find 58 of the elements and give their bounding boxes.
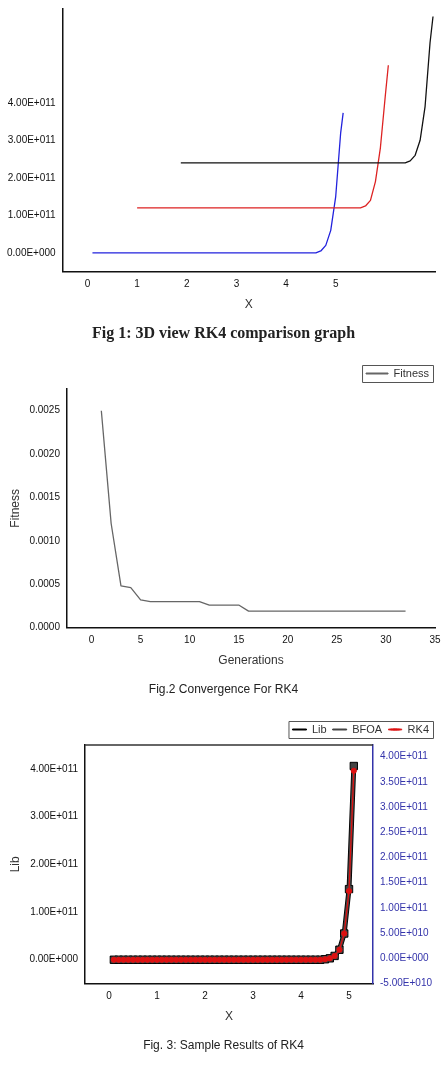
y-tick-label: 3.00E+011 bbox=[30, 810, 79, 822]
x-tick-label: 30 bbox=[380, 634, 392, 646]
x-tick-label: 5 bbox=[346, 990, 353, 1002]
legend-label: Lib bbox=[311, 722, 327, 735]
y-tick-label: 0.0005 bbox=[29, 577, 61, 589]
x-tick-label: 3 bbox=[250, 990, 257, 1002]
y2-tick-label: 1.00E+011 bbox=[380, 901, 429, 913]
legend-label: RK4 bbox=[407, 722, 430, 735]
x-tick-label: 1 bbox=[134, 278, 141, 290]
x-tick-label: 1 bbox=[154, 990, 161, 1002]
y-tick-label: 0.0010 bbox=[29, 534, 61, 546]
y-tick-label: 1.00E+011 bbox=[30, 905, 79, 917]
y2-tick-label: 0.00E+000 bbox=[380, 952, 430, 964]
y-tick-label: 0.0000 bbox=[29, 621, 61, 633]
legend-label: Fitness bbox=[393, 366, 430, 379]
x-tick-label: 35 bbox=[429, 634, 441, 646]
x-tick-label: 5 bbox=[332, 278, 339, 290]
y-tick-label: 0.0025 bbox=[29, 404, 61, 416]
x-tick-label: 3 bbox=[233, 278, 240, 290]
y2-tick-label: 5.00E+010 bbox=[380, 926, 430, 938]
x-axis-title: X bbox=[244, 297, 253, 312]
y2-tick-label: -5.00E+010 bbox=[380, 977, 433, 989]
y-tick-label: 0.0020 bbox=[29, 447, 61, 459]
y-tick-label: 0.00E+000 bbox=[6, 246, 57, 258]
x-tick-label: 0 bbox=[84, 278, 91, 290]
x-axis-title: X bbox=[225, 1009, 234, 1024]
y-axis-title: Lib bbox=[7, 855, 22, 873]
y-tick-label: 2.00E+011 bbox=[30, 858, 79, 870]
x-tick-label: 4 bbox=[283, 278, 290, 290]
y2-tick-label: 1.50E+011 bbox=[380, 876, 429, 888]
y2-tick-label: 2.50E+011 bbox=[380, 826, 429, 838]
y-tick-label: 3.00E+011 bbox=[7, 134, 57, 146]
y2-tick-label: 3.50E+011 bbox=[380, 775, 429, 787]
x-tick-label: 25 bbox=[331, 634, 343, 646]
y-tick-label: 0.00E+000 bbox=[29, 953, 79, 965]
x-tick-label: 4 bbox=[298, 990, 305, 1002]
x-tick-label: 2 bbox=[183, 278, 190, 290]
y-tick-label: 2.00E+011 bbox=[7, 171, 57, 183]
x-tick-label: 2 bbox=[202, 990, 209, 1002]
x-tick-label: 10 bbox=[184, 634, 196, 646]
text: Fig.2 Convergence For RK4 bbox=[147, 681, 300, 698]
y-axis-title: Fitness bbox=[7, 488, 22, 528]
x-axis-title: Generations bbox=[218, 653, 284, 668]
y2-tick-label: 4.00E+011 bbox=[380, 750, 429, 762]
x-tick-label: 15 bbox=[233, 634, 245, 646]
y-tick-label: 4.00E+011 bbox=[7, 96, 57, 108]
legend-label: BFOA bbox=[352, 722, 383, 735]
y2-tick-label: 3.00E+011 bbox=[380, 800, 429, 812]
y-tick-label: 4.00E+011 bbox=[30, 762, 79, 774]
y2-tick-label: 2.00E+011 bbox=[380, 851, 429, 863]
x-tick-label: 5 bbox=[137, 634, 144, 646]
text: Fig 1: 3D view RK4 comparison graph bbox=[90, 323, 357, 344]
y-tick-label: 1.00E+011 bbox=[7, 209, 57, 221]
y-tick-label: 0.0015 bbox=[29, 491, 61, 503]
x-tick-label: 0 bbox=[106, 990, 113, 1002]
x-tick-label: 20 bbox=[282, 634, 294, 646]
text: Fig. 3: Sample Results of RK4 bbox=[142, 1037, 305, 1054]
x-tick-label: 0 bbox=[88, 634, 95, 646]
